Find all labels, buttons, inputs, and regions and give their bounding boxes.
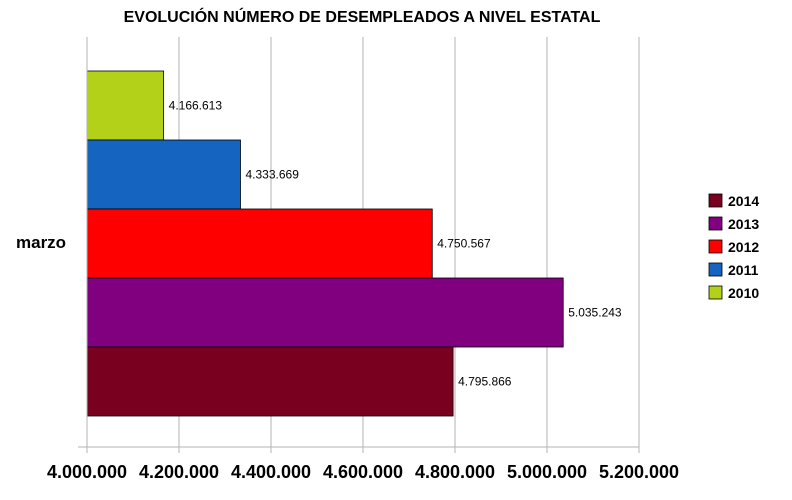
data-label-2012: 4.750.567 — [437, 237, 491, 251]
x-tick-label: 4.000.000 — [47, 462, 127, 482]
x-tick-label: 4.600.000 — [323, 462, 403, 482]
x-tick-label: 4.400.000 — [231, 462, 311, 482]
legend-label-2011: 2011 — [728, 262, 759, 278]
bar-2011 — [86, 139, 241, 210]
legend-label-2012: 2012 — [728, 239, 759, 255]
legend-label-2013: 2013 — [728, 216, 759, 232]
legend-swatch-2012 — [708, 239, 723, 254]
bar-2012 — [86, 208, 433, 279]
data-label-2014: 4.795.866 — [458, 375, 512, 389]
x-tick-label: 5.200.000 — [599, 462, 679, 482]
legend-label-2014: 2014 — [728, 193, 759, 209]
data-label-2013: 5.035.243 — [568, 306, 622, 320]
legend-swatch-2011 — [708, 262, 723, 277]
x-tick-label: 4.800.000 — [415, 462, 495, 482]
legend-swatch-2013 — [708, 216, 723, 231]
bar-2014 — [86, 346, 454, 417]
legend-swatch-2014 — [708, 193, 723, 208]
legend-label-2010: 2010 — [728, 285, 759, 301]
bar-2013 — [86, 277, 564, 348]
data-label-2010: 4.166.613 — [169, 99, 223, 113]
category-label-marzo: marzo — [16, 233, 66, 252]
chart-title: EVOLUCIÓN NÚMERO DE DESEMPLEADOS A NIVEL… — [124, 7, 601, 26]
data-label-2011: 4.333.669 — [245, 168, 299, 182]
x-tick-label: 5.000.000 — [507, 462, 587, 482]
legend-swatch-2010 — [708, 285, 723, 300]
bar-2010 — [86, 70, 165, 141]
x-tick-label: 4.200.000 — [139, 462, 219, 482]
